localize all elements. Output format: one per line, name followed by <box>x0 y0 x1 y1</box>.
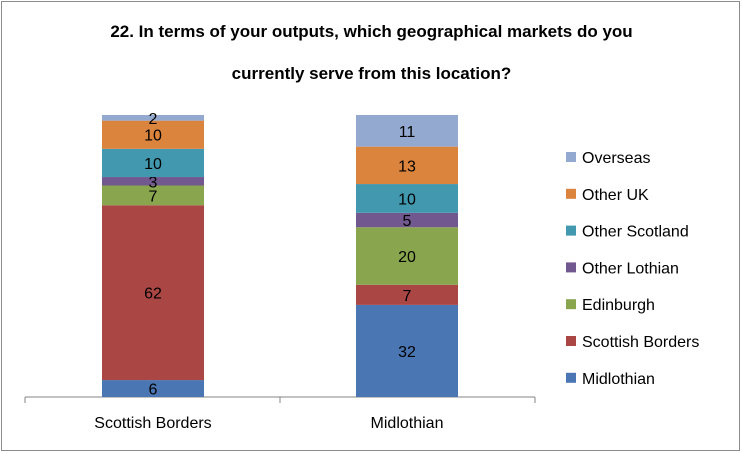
data-label-scottish-borders-midlothian: 6 <box>149 382 158 399</box>
data-label-midlothian-scottish-borders: 7 <box>403 288 412 305</box>
bar-segment-scottish-borders-other-scotland <box>102 148 204 178</box>
data-label-midlothian-edinburgh: 20 <box>398 249 416 266</box>
data-label-scottish-borders-other-uk: 10 <box>144 128 162 145</box>
x-tick-label-scottish-borders: Scottish Borders <box>94 415 211 432</box>
legend-swatch-scottish-borders <box>566 336 576 346</box>
bar-segment-midlothian-other-uk <box>356 146 458 185</box>
data-label-scottish-borders-other-scotland: 10 <box>144 156 162 173</box>
bar-segment-scottish-borders-other-uk <box>102 120 204 149</box>
legend-label-other-scotland: Other Scotland <box>582 224 689 241</box>
bar-segment-midlothian-other-lothian <box>356 212 458 228</box>
legend-label-scottish-borders: Scottish Borders <box>582 334 699 351</box>
legend-swatch-overseas <box>566 152 576 162</box>
legend-swatch-other-uk <box>566 188 576 199</box>
legend-label-overseas: Overseas <box>582 150 650 167</box>
bar-segment-scottish-borders-scottish-borders <box>102 205 204 381</box>
legend-label-edinburgh: Edinburgh <box>582 297 655 314</box>
legend-label-other-lothian: Other Lothian <box>582 260 679 277</box>
legend-swatch-other-scotland <box>566 225 576 236</box>
chart-title-line-2: currently serve from this location? <box>231 64 512 83</box>
bar-segment-midlothian-other-scotland <box>356 184 458 213</box>
bar-segment-midlothian-scottish-borders <box>356 284 458 305</box>
data-label-scottish-borders-other-lothian: 3 <box>149 174 158 191</box>
bar-segment-scottish-borders-edinburgh <box>102 185 204 206</box>
bar-segment-scottish-borders-overseas <box>102 115 204 121</box>
data-label-scottish-borders-scottish-borders: 62 <box>144 286 162 303</box>
data-label-midlothian-other-lothian: 5 <box>403 213 412 230</box>
chart-title-line-1: 22. In terms of your outputs, which geog… <box>110 22 633 41</box>
bar-segment-midlothian-midlothian <box>356 304 458 397</box>
legend-swatch-midlothian <box>566 372 576 383</box>
legend-label-midlothian: Midlothian <box>582 371 655 388</box>
data-label-scottish-borders-overseas: 2 <box>149 111 158 128</box>
legend-swatch-other-lothian <box>566 262 576 273</box>
data-label-midlothian-other-scotland: 10 <box>398 191 416 208</box>
data-label-midlothian-midlothian: 32 <box>398 344 416 361</box>
bar-segment-midlothian-overseas <box>356 115 458 147</box>
bar-segment-scottish-borders-midlothian <box>102 380 204 397</box>
data-label-midlothian-overseas: 11 <box>399 124 416 141</box>
data-label-midlothian-other-uk: 13 <box>398 158 416 175</box>
bar-segment-scottish-borders-other-lothian <box>102 177 204 186</box>
data-label-scottish-borders-edinburgh: 7 <box>149 188 158 205</box>
legend-swatch-edinburgh <box>566 299 576 310</box>
legend-label-other-uk: Other UK <box>582 187 649 204</box>
bar-segment-midlothian-edinburgh <box>356 227 458 285</box>
x-tick-label-midlothian: Midlothian <box>371 415 444 432</box>
